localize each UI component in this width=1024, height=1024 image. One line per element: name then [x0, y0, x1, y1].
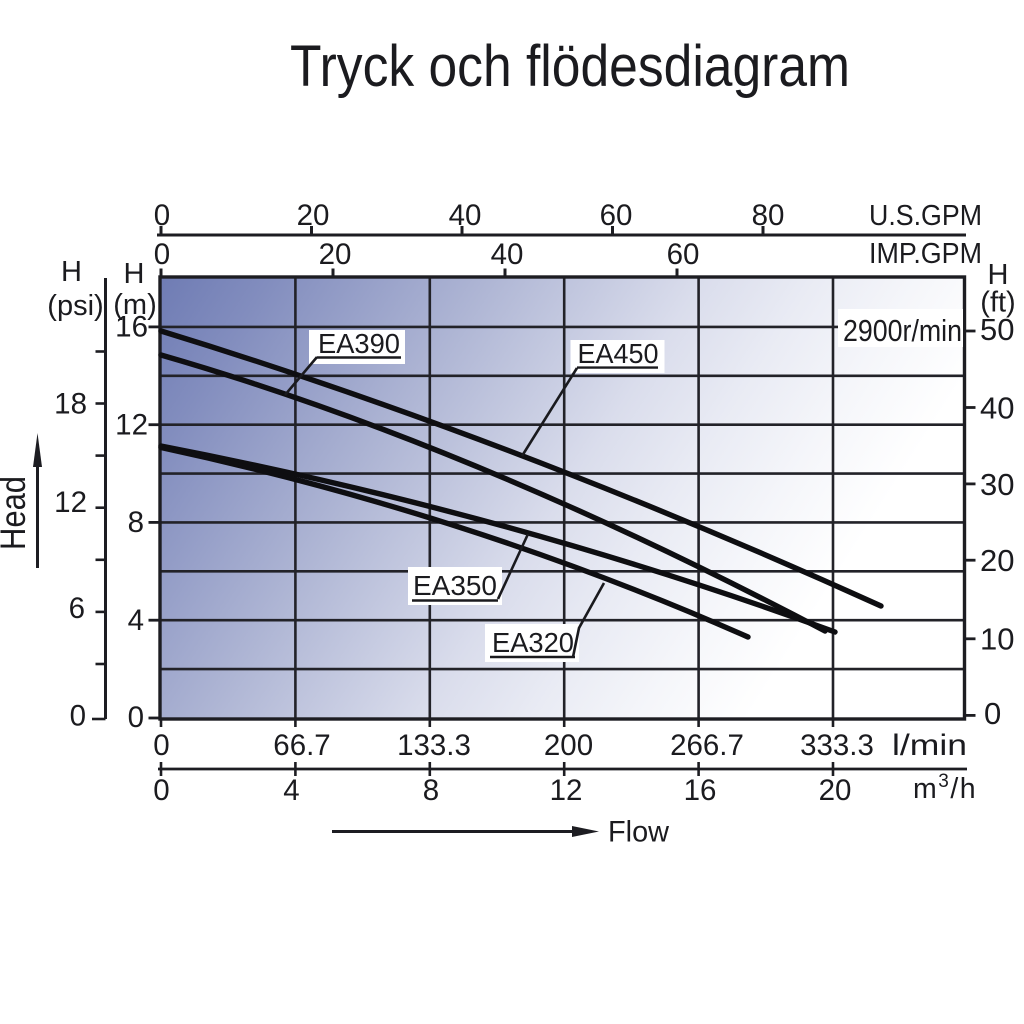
svg-text:16: 16: [684, 774, 717, 807]
svg-text:133.3: 133.3: [397, 729, 471, 762]
svg-text:Flow: Flow: [608, 816, 669, 849]
svg-text:12: 12: [115, 409, 148, 442]
svg-text:16: 16: [115, 311, 148, 344]
svg-text:20: 20: [319, 238, 352, 271]
svg-text:Head: Head: [0, 476, 33, 550]
svg-text:Tryck och flödesdiagram: Tryck och flödesdiagram: [290, 34, 850, 99]
svg-text:2900r/min: 2900r/min: [843, 313, 962, 348]
svg-text:EA350: EA350: [413, 570, 497, 601]
svg-text:0: 0: [153, 774, 169, 807]
svg-text:12: 12: [550, 774, 583, 807]
svg-text:10: 10: [980, 622, 1014, 657]
svg-text:333.3: 333.3: [800, 729, 874, 762]
svg-text:4: 4: [128, 604, 144, 637]
svg-text:4: 4: [283, 774, 299, 807]
svg-text:0: 0: [984, 696, 1001, 731]
svg-text:20: 20: [980, 543, 1014, 578]
svg-text:20: 20: [297, 199, 330, 232]
svg-text:12: 12: [54, 486, 87, 519]
svg-text:40: 40: [491, 238, 524, 271]
svg-text:EA320: EA320: [492, 627, 574, 658]
svg-text:(ft): (ft): [980, 287, 1015, 319]
svg-text:0: 0: [153, 729, 169, 762]
svg-text:40: 40: [449, 199, 482, 232]
svg-text:8: 8: [423, 774, 439, 807]
svg-text:50: 50: [980, 312, 1014, 347]
svg-text:EA390: EA390: [318, 328, 400, 359]
svg-text:(m): (m): [113, 289, 156, 321]
svg-text:66.7: 66.7: [273, 729, 330, 762]
svg-text:40: 40: [980, 391, 1014, 426]
svg-text:20: 20: [819, 774, 852, 807]
svg-text:EA450: EA450: [578, 338, 659, 369]
svg-text:266.7: 266.7: [670, 729, 744, 762]
svg-text:30: 30: [980, 467, 1014, 502]
svg-text:18: 18: [54, 388, 87, 421]
svg-text:H: H: [61, 256, 82, 288]
svg-text:6: 6: [69, 592, 85, 625]
svg-text:0: 0: [154, 238, 170, 271]
svg-text:0: 0: [154, 199, 170, 232]
svg-text:60: 60: [600, 199, 633, 232]
svg-text:8: 8: [128, 506, 144, 539]
svg-text:80: 80: [752, 199, 785, 232]
svg-text:(psi): (psi): [47, 290, 103, 322]
svg-text:0: 0: [70, 700, 86, 733]
svg-text:U.S.GPM: U.S.GPM: [869, 200, 982, 232]
svg-text:IMP.GPM: IMP.GPM: [869, 238, 982, 270]
svg-text:200: 200: [544, 729, 593, 762]
svg-text:60: 60: [667, 238, 700, 271]
svg-text:l/min: l/min: [892, 729, 967, 762]
svg-text:H: H: [988, 259, 1009, 291]
svg-text:H: H: [124, 258, 145, 290]
svg-text:m3/h: m3/h: [913, 771, 977, 805]
svg-text:0: 0: [128, 701, 144, 734]
